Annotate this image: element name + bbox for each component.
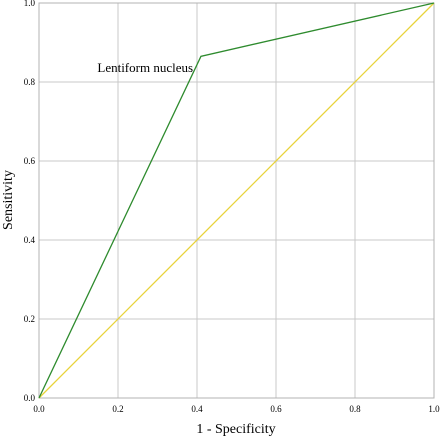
roc-curve-line (38, 2, 435, 399)
annotation-label: Lentiform nucleus (97, 60, 193, 75)
y-axis-label: Sensitivity (1, 170, 16, 230)
y-ticks: 0.0 0.2 0.4 0.6 0.8 1.0 (24, 0, 36, 403)
y-tick-label: 0.0 (24, 393, 36, 403)
series (38, 2, 435, 399)
x-tick-label: 0.2 (112, 404, 123, 414)
y-tick-label: 1.0 (24, 0, 36, 8)
y-tick-label: 0.4 (24, 235, 36, 245)
x-axis-label: 1 - Specificity (196, 422, 275, 437)
reference-diagonal-line (38, 2, 435, 399)
x-tick-label: 0.0 (33, 404, 45, 414)
y-tick-label: 0.2 (24, 314, 35, 324)
y-tick-label: 0.6 (24, 156, 36, 166)
x-ticks: 0.0 0.2 0.4 0.6 0.8 1.0 (33, 404, 440, 414)
plot-frame (38, 2, 435, 399)
grid (38, 2, 435, 399)
x-tick-label: 0.4 (191, 404, 203, 414)
x-tick-label: 0.8 (349, 404, 361, 414)
x-tick-label: 0.6 (270, 404, 282, 414)
x-tick-label: 1.0 (428, 404, 440, 414)
y-tick-label: 0.8 (24, 77, 36, 87)
